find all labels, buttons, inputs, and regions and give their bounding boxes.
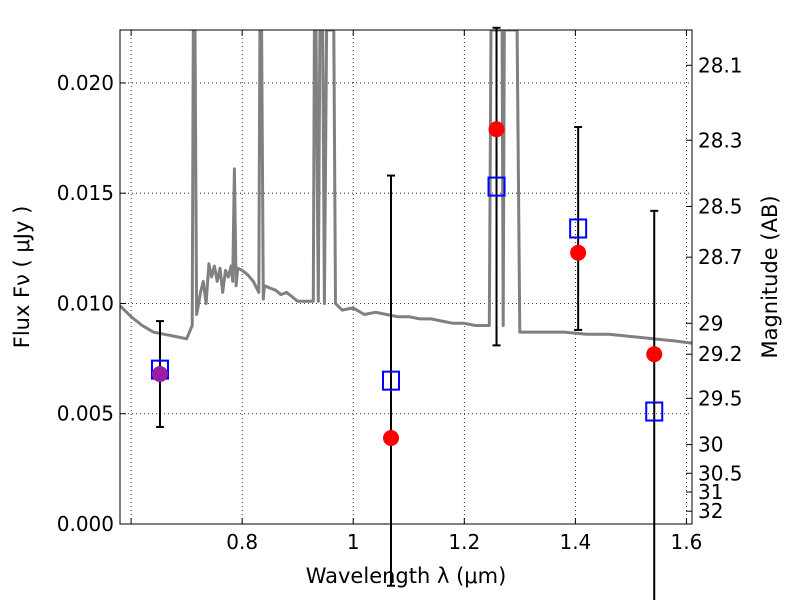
y-tick-label: 0.005 [57,402,114,426]
magnitude-tick-label: 28.1 [698,53,743,77]
observed-flux-point [151,366,168,383]
observed-flux-point [488,121,505,138]
y-tick-label: 0.015 [57,181,114,205]
y-tick-label: 0.000 [57,512,114,536]
plot-frame [119,29,693,525]
marker-layer [150,26,664,600]
magnitude-tick-label: 30.5 [698,461,743,485]
model-flux-square [569,218,588,239]
magnitude-tick-label: 28.3 [698,128,743,152]
magnitude-tick-label: 31 [698,480,723,504]
y-tick-label: 0.020 [57,71,114,95]
observed-flux-point [570,244,587,261]
x-tick-label: 1.2 [448,530,480,554]
model-flux-square [645,401,664,422]
x-tick-label: 1.6 [671,530,703,554]
x-tick-label: 1.4 [559,530,591,554]
model-flux-square [487,176,506,197]
magnitude-tick-label: 28.5 [698,194,743,218]
observed-flux-point [646,346,663,363]
grid-lines [120,30,692,525]
x-tick-label: 0.8 [226,530,258,554]
magnitude-tick-label: 29.5 [698,386,743,410]
y-tick-label: 0.010 [57,291,114,315]
x-tick-label: 1 [347,530,360,554]
x-axis-label: Wavelength λ (μm) [306,564,507,588]
plot-area [120,30,692,345]
magnitude-tick-label: 32 [698,499,723,523]
y2-axis-label: Magnitude (AB) [758,195,782,358]
model-flux-square [382,370,401,391]
magnitude-tick-label: 29.2 [698,342,743,366]
magnitude-tick-label: 28.7 [698,245,743,269]
magnitude-tick-label: 29 [698,311,723,335]
model-spectrum-line [120,30,692,345]
magnitude-tick-label: 30 [698,433,723,457]
observed-flux-point [383,429,400,446]
y-axis-label: Flux Fν ( μJy ) [10,206,34,349]
axis-ticks: 0.8 1 1.2 1.4 1.6 0.000 0.005 0.010 0.015 0.020 28… [57,30,743,554]
